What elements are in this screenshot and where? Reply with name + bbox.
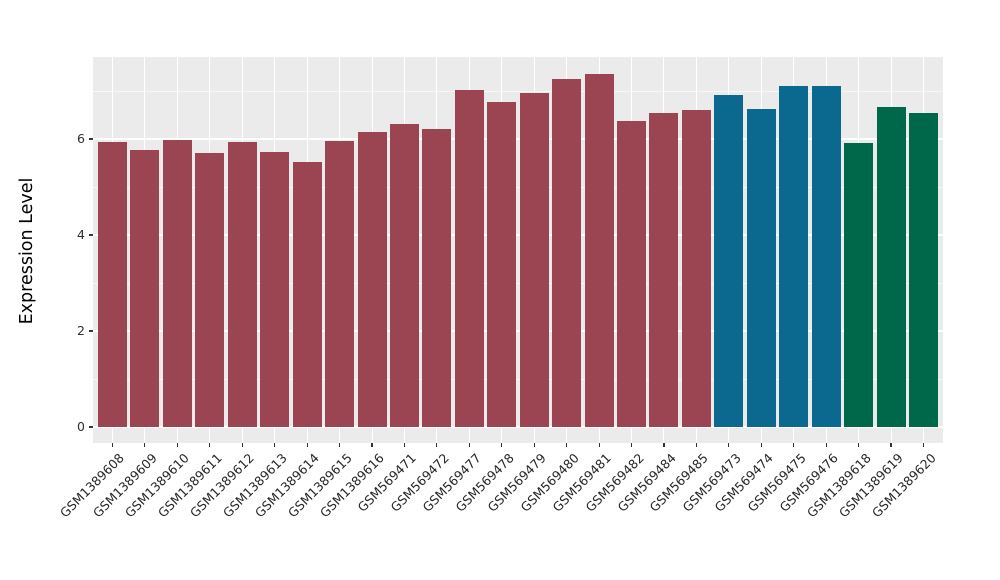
bar-GSM569479 bbox=[519, 92, 549, 427]
y-axis-tick-0 bbox=[89, 426, 93, 428]
gridline-minor-y-1 bbox=[93, 379, 943, 380]
x-axis-tick-GSM569476 bbox=[825, 443, 827, 447]
y-tick-label-0: 0 bbox=[77, 419, 85, 434]
y-axis-tick-2 bbox=[89, 330, 93, 332]
x-axis-tick-GSM569480 bbox=[566, 443, 568, 447]
x-axis-tick-GSM1389612 bbox=[241, 443, 243, 447]
gridline-minor-y-3 bbox=[93, 283, 943, 284]
x-axis-tick-GSM1389618 bbox=[858, 443, 860, 447]
bar-GSM569475 bbox=[779, 85, 809, 427]
bar-GSM569485 bbox=[681, 110, 711, 427]
bar-GSM569474 bbox=[746, 109, 776, 427]
bar-GSM569480 bbox=[552, 79, 582, 427]
x-axis-tick-GSM1389615 bbox=[338, 443, 341, 447]
bar-GSM569484 bbox=[649, 112, 679, 427]
x-axis-tick-GSM569471 bbox=[403, 443, 406, 447]
x-axis-tick-GSM1389608 bbox=[111, 443, 114, 447]
bar-GSM1389613 bbox=[260, 152, 290, 427]
bar-GSM1389615 bbox=[325, 141, 355, 427]
bar-GSM1389619 bbox=[876, 106, 906, 427]
gridline-major-y-6 bbox=[93, 138, 943, 140]
y-axis-tick-6 bbox=[89, 138, 93, 140]
bar-GSM569472 bbox=[422, 128, 452, 427]
bar-GSM569478 bbox=[487, 101, 517, 427]
x-axis-tick-GSM1389609 bbox=[144, 443, 146, 447]
bar-GSM1389620 bbox=[909, 112, 939, 427]
x-axis-tick-GSM569472 bbox=[436, 443, 438, 447]
x-axis-tick-GSM569482 bbox=[630, 443, 633, 447]
gridline-major-y-0 bbox=[93, 426, 943, 428]
x-axis-tick-GSM1389616 bbox=[371, 443, 373, 447]
plot-panel bbox=[93, 57, 943, 443]
x-axis-tick-GSM1389614 bbox=[306, 443, 308, 447]
x-axis-tick-GSM569475 bbox=[793, 443, 795, 447]
gridline-minor-y-7 bbox=[93, 91, 943, 92]
x-axis-tick-GSM569477 bbox=[468, 443, 470, 447]
bar-GSM1389611 bbox=[195, 152, 225, 427]
bar-GSM1389609 bbox=[130, 149, 160, 427]
x-axis-tick-GSM1389610 bbox=[176, 443, 178, 447]
x-axis-tick-GSM1389613 bbox=[274, 443, 276, 447]
y-tick-label-2: 2 bbox=[77, 323, 85, 338]
y-tick-label-6: 6 bbox=[77, 131, 85, 146]
gridline-major-y-2 bbox=[93, 330, 943, 332]
x-axis-tick-GSM569484 bbox=[663, 443, 665, 447]
x-axis-tick-GSM569481 bbox=[598, 443, 600, 447]
bar-GSM569481 bbox=[584, 74, 614, 427]
y-axis-tick-4 bbox=[89, 234, 93, 236]
bar-GSM1389608 bbox=[97, 142, 127, 427]
bar-GSM569482 bbox=[617, 121, 647, 427]
gridline-major-y-4 bbox=[93, 234, 943, 236]
bar-GSM569477 bbox=[454, 89, 484, 427]
gridline-minor-y-5 bbox=[93, 187, 943, 188]
bar-GSM1389614 bbox=[292, 162, 322, 427]
x-axis-tick-GSM1389620 bbox=[922, 443, 925, 447]
x-axis-tick-GSM569474 bbox=[760, 443, 762, 447]
x-axis-tick-GSM569485 bbox=[695, 443, 698, 447]
bar-GSM569471 bbox=[389, 124, 419, 427]
x-axis-tick-GSM569478 bbox=[501, 443, 503, 447]
bar-GSM569473 bbox=[714, 95, 744, 427]
x-axis-tick-GSM1389611 bbox=[209, 443, 211, 447]
bar-GSM1389618 bbox=[844, 142, 874, 427]
y-tick-label-4: 4 bbox=[77, 227, 85, 242]
bar-GSM1389612 bbox=[227, 142, 257, 427]
bar-GSM1389616 bbox=[357, 131, 387, 427]
x-axis-tick-GSM569473 bbox=[728, 443, 730, 447]
x-axis-tick-GSM569479 bbox=[533, 443, 535, 447]
y-axis-title: Expression Level bbox=[17, 177, 37, 325]
bar-GSM1389610 bbox=[162, 140, 192, 427]
x-axis-tick-GSM1389619 bbox=[890, 443, 892, 447]
bar-GSM569476 bbox=[811, 85, 841, 427]
